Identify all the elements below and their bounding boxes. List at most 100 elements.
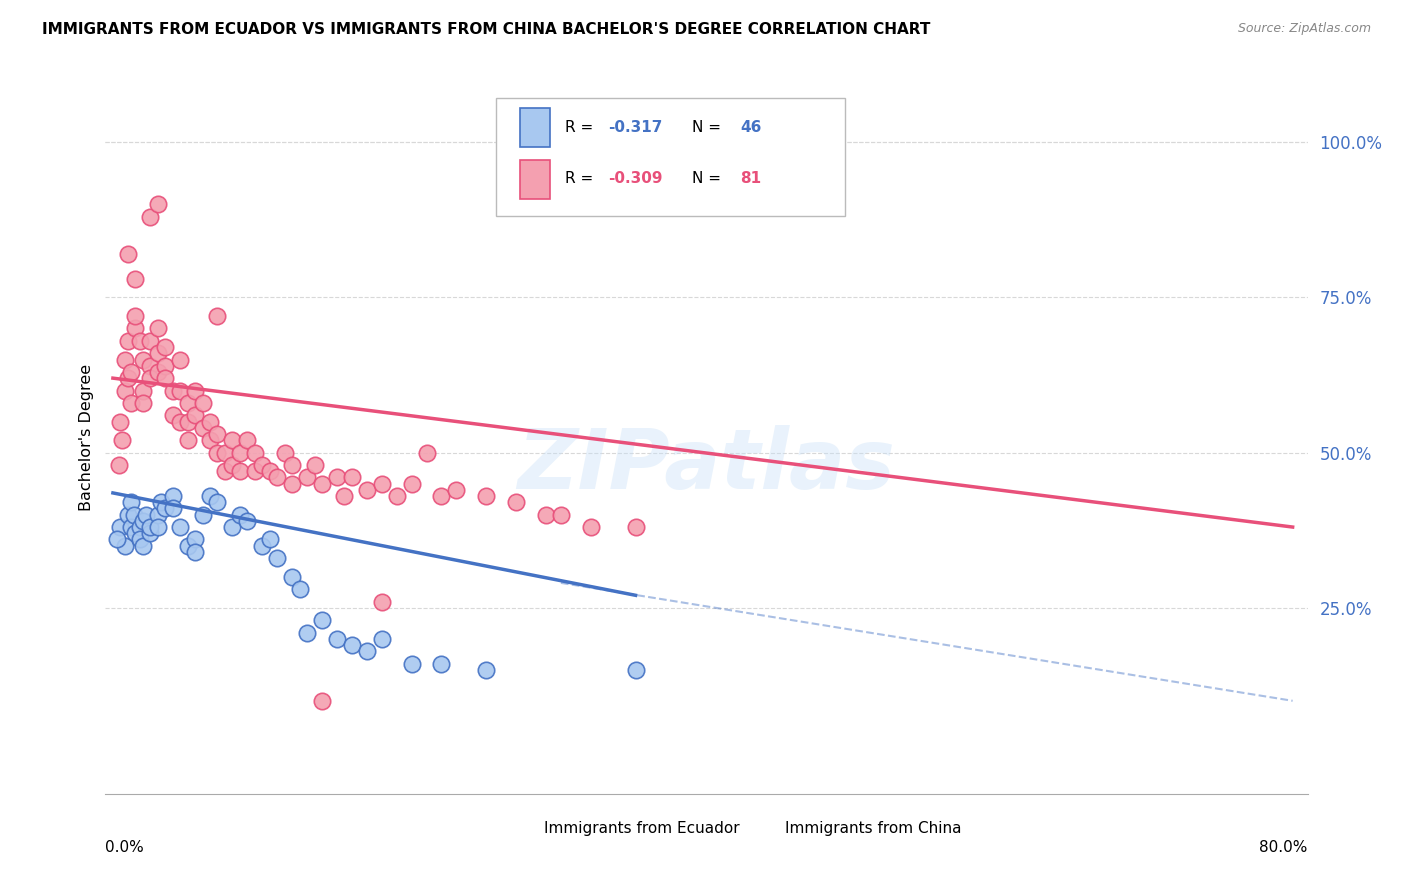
- Text: Source: ZipAtlas.com: Source: ZipAtlas.com: [1237, 22, 1371, 36]
- Point: [475, 489, 498, 503]
- Text: 46: 46: [740, 120, 762, 135]
- Point: [132, 384, 155, 398]
- Point: [624, 520, 647, 534]
- Text: IMMIGRANTS FROM ECUADOR VS IMMIGRANTS FROM CHINA BACHELOR'S DEGREE CORRELATION C: IMMIGRANTS FROM ECUADOR VS IMMIGRANTS FR…: [42, 22, 931, 37]
- Point: [236, 433, 259, 447]
- Point: [120, 495, 142, 509]
- Bar: [515, 819, 538, 838]
- Point: [326, 470, 349, 484]
- Point: [132, 539, 155, 553]
- Point: [184, 533, 207, 547]
- Point: [505, 495, 527, 509]
- Point: [146, 520, 169, 534]
- Point: [128, 334, 150, 348]
- Text: R =: R =: [565, 171, 598, 186]
- Point: [266, 470, 288, 484]
- Point: [120, 365, 142, 379]
- Point: [579, 520, 602, 534]
- Bar: [755, 819, 779, 838]
- Point: [176, 415, 198, 429]
- Point: [304, 458, 326, 472]
- Point: [207, 427, 229, 442]
- Point: [221, 433, 243, 447]
- Point: [624, 663, 647, 677]
- Point: [184, 545, 207, 559]
- Text: 81: 81: [740, 171, 761, 186]
- Point: [176, 396, 198, 410]
- Point: [108, 458, 131, 472]
- Point: [370, 594, 392, 608]
- Point: [110, 415, 132, 429]
- Point: [176, 539, 198, 553]
- Point: [191, 508, 214, 522]
- Point: [124, 321, 146, 335]
- Point: [243, 464, 266, 478]
- Point: [311, 613, 333, 627]
- Bar: [520, 160, 550, 199]
- Point: [153, 340, 176, 354]
- Point: [162, 384, 184, 398]
- Point: [401, 476, 423, 491]
- Text: -0.309: -0.309: [607, 171, 662, 186]
- Point: [117, 508, 139, 522]
- Point: [162, 501, 184, 516]
- Point: [370, 632, 392, 646]
- Point: [207, 309, 229, 323]
- Bar: [520, 108, 550, 147]
- Point: [214, 445, 236, 459]
- Point: [120, 396, 142, 410]
- Point: [340, 470, 363, 484]
- Point: [207, 495, 229, 509]
- Point: [550, 508, 572, 522]
- Text: 0.0%: 0.0%: [105, 840, 145, 855]
- Point: [139, 371, 162, 385]
- Point: [139, 334, 162, 348]
- Point: [252, 458, 274, 472]
- Point: [243, 445, 266, 459]
- Point: [415, 445, 437, 459]
- Text: -0.317: -0.317: [607, 120, 662, 135]
- Point: [198, 415, 221, 429]
- Text: Immigrants from Ecuador: Immigrants from Ecuador: [544, 822, 740, 837]
- Point: [207, 445, 229, 459]
- Point: [132, 514, 155, 528]
- Point: [139, 526, 162, 541]
- Text: N =: N =: [692, 171, 725, 186]
- Point: [229, 464, 252, 478]
- Point: [146, 197, 169, 211]
- Point: [430, 657, 453, 671]
- Point: [146, 346, 169, 360]
- Point: [135, 508, 157, 522]
- Point: [114, 539, 136, 553]
- Point: [117, 247, 139, 261]
- Point: [111, 433, 134, 447]
- Point: [221, 458, 243, 472]
- Point: [356, 483, 378, 497]
- Point: [117, 371, 139, 385]
- Point: [139, 210, 162, 224]
- Text: 80.0%: 80.0%: [1260, 840, 1308, 855]
- Point: [333, 489, 356, 503]
- Point: [124, 309, 146, 323]
- Point: [139, 359, 162, 373]
- FancyBboxPatch shape: [496, 98, 845, 216]
- Point: [259, 533, 281, 547]
- Point: [184, 384, 207, 398]
- Point: [191, 396, 214, 410]
- Text: Immigrants from China: Immigrants from China: [785, 822, 962, 837]
- Point: [311, 694, 333, 708]
- Point: [229, 445, 252, 459]
- Point: [370, 476, 392, 491]
- Point: [385, 489, 408, 503]
- Point: [430, 489, 453, 503]
- Point: [132, 352, 155, 367]
- Point: [122, 508, 145, 522]
- Point: [120, 520, 142, 534]
- Point: [146, 365, 169, 379]
- Point: [266, 551, 288, 566]
- Point: [191, 421, 214, 435]
- Point: [128, 520, 150, 534]
- Point: [146, 321, 169, 335]
- Point: [132, 396, 155, 410]
- Point: [252, 539, 274, 553]
